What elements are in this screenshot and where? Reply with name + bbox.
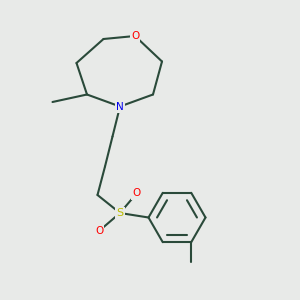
Text: O: O xyxy=(132,188,141,199)
Text: O: O xyxy=(131,31,139,41)
Text: S: S xyxy=(116,208,124,218)
Text: N: N xyxy=(116,101,124,112)
Text: O: O xyxy=(95,226,103,236)
